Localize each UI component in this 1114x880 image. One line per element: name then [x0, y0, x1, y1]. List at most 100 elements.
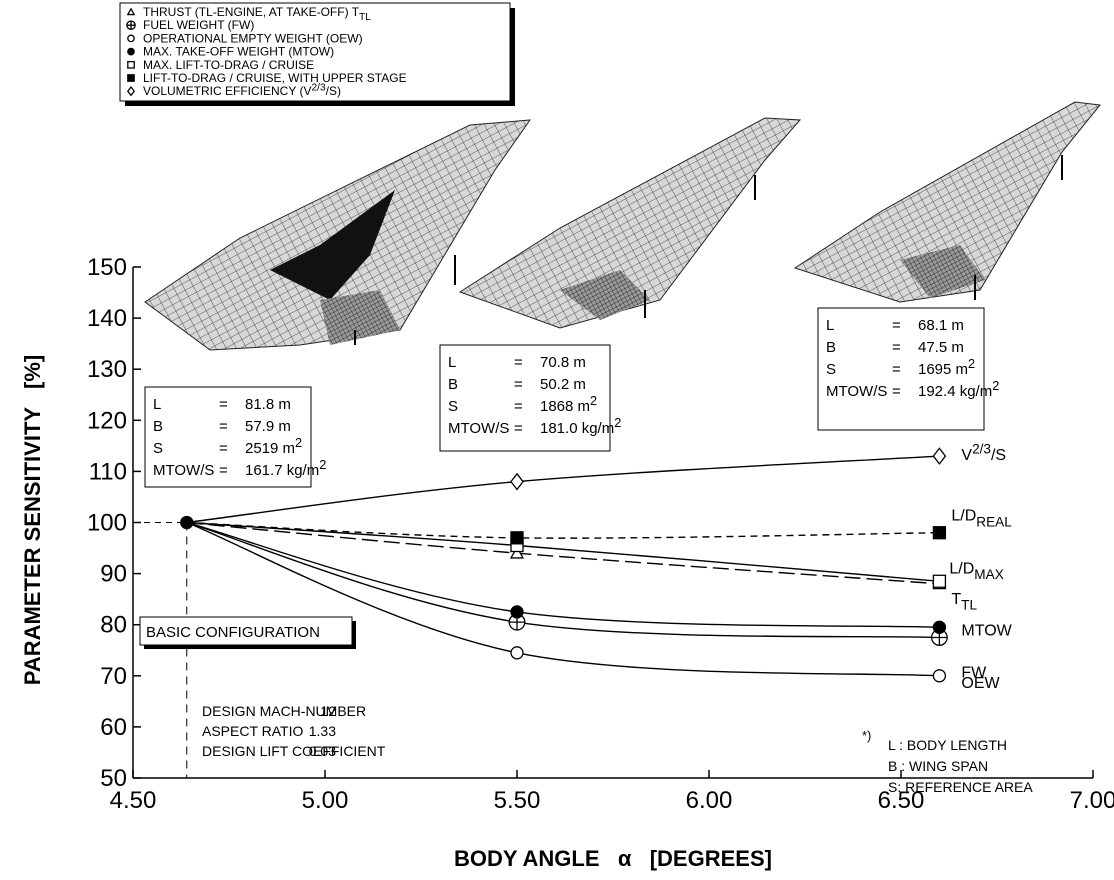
text-part: 181.0 kg/m	[540, 420, 614, 437]
x-tick-label: 4.50	[110, 787, 157, 814]
marker	[933, 621, 945, 633]
footnote-line: S: REFERENCE AREA	[888, 779, 1033, 795]
config-eq: =	[892, 383, 901, 400]
marker	[511, 532, 523, 544]
text-part: L/D	[949, 560, 974, 577]
legend-label: OPERATIONAL EMPTY WEIGHT (OEW)	[143, 31, 363, 45]
marker	[933, 670, 945, 682]
text-part: 70.8 m	[540, 354, 586, 371]
config-eq: =	[892, 361, 901, 378]
text-part: OEW	[961, 675, 1000, 692]
y-tick-label: 70	[100, 663, 127, 690]
series-end-label: V2/3​/S	[961, 442, 1006, 464]
basic-label: BASIC CONFIGURATION	[146, 624, 320, 641]
y-tick-label: 130	[87, 356, 127, 383]
superscript: 2	[968, 356, 975, 371]
config-key: MTOW/S	[153, 462, 214, 479]
config-key: L	[448, 354, 456, 371]
config-eq: =	[514, 354, 523, 371]
marker	[128, 35, 134, 41]
chart: PARAMETER SENSITIVITY [%] BODY ANGLE α […	[0, 0, 1114, 880]
text-part: MAX. TAKE-OFF WEIGHT (MTOW)	[143, 45, 334, 59]
text-part: 161.7 kg/m	[245, 462, 319, 479]
text-part: 47.5 m	[918, 339, 964, 356]
y-tick-label: 100	[87, 510, 127, 537]
x-tick-label: 6.00	[686, 787, 733, 814]
text-part: 192.4 kg/m	[918, 383, 992, 400]
design-param-value: 1.33	[309, 723, 336, 739]
marker	[511, 647, 523, 659]
superscript: 2	[295, 435, 302, 450]
text-part: MTOW	[961, 622, 1012, 639]
x-tick-label: 5.50	[494, 787, 541, 814]
superscript: 2	[614, 415, 621, 430]
design-param-name: ASPECT RATIO	[202, 723, 304, 739]
marker	[933, 448, 945, 464]
text-part: L/D	[951, 508, 976, 525]
x-tick-label: 7.00	[1070, 787, 1114, 814]
text-part: 1868 m	[540, 398, 590, 415]
config-eq: =	[219, 440, 228, 457]
y-tick-label: 120	[87, 407, 127, 434]
config-eq: =	[892, 339, 901, 356]
marker	[128, 75, 134, 81]
config-eq: =	[892, 317, 901, 334]
marker	[128, 48, 134, 54]
legend-label: VOLUMETRIC EFFICIENCY (V2/3​/S)	[143, 82, 341, 98]
marker	[511, 474, 523, 490]
config-value: 70.8 m	[540, 354, 586, 371]
config-eq: =	[219, 418, 228, 435]
config-eq: =	[219, 396, 228, 413]
text-part: THRUST (TL-ENGINE, AT TAKE-OFF) T	[143, 5, 360, 19]
y-tick-label: 80	[100, 612, 127, 639]
config-key: S	[826, 361, 836, 378]
config-key: S	[448, 398, 458, 415]
design-param-value: 12	[320, 703, 336, 719]
y-tick-label: 150	[87, 254, 127, 281]
series-end-label: OEW	[961, 675, 1000, 692]
legend-label: MAX. TAKE-OFF WEIGHT (MTOW)	[143, 45, 334, 59]
legend-label: MAX. LIFT-TO-DRAG / CRUISE	[143, 58, 314, 72]
x-tick-label: 5.00	[302, 787, 349, 814]
config-key: B	[153, 418, 163, 435]
marker	[128, 62, 134, 68]
marker	[933, 527, 945, 539]
series-end-label: TTL​	[951, 591, 977, 613]
config-key: MTOW/S	[826, 383, 887, 400]
superscript: 2/3	[972, 442, 991, 457]
config-value: 68.1 m	[918, 317, 964, 334]
text-part: T	[951, 591, 961, 608]
y-axis-title: PARAMETER SENSITIVITY [%]	[20, 355, 45, 685]
config-value: 57.9 m	[245, 418, 291, 435]
series-end-label: L/DMAX​	[949, 560, 1003, 582]
text-part: /S)	[326, 84, 341, 98]
legend-label: FUEL WEIGHT (FW)	[143, 18, 254, 32]
footnote-marker: *)	[862, 728, 871, 743]
config-eq: =	[219, 462, 228, 479]
config-key: B	[826, 339, 836, 356]
superscript: 2/3	[311, 82, 325, 93]
superscript: 2	[992, 378, 999, 393]
config-eq: =	[514, 420, 523, 437]
subscript: REAL	[976, 514, 1012, 529]
y-tick-label: 60	[100, 714, 127, 741]
text-part: V	[961, 447, 972, 464]
config-key: MTOW/S	[448, 420, 509, 437]
y-tick-label: 90	[100, 561, 127, 588]
series-line	[187, 523, 940, 582]
text-part: /S	[991, 447, 1006, 464]
text-part: VOLUMETRIC EFFICIENCY (V	[143, 84, 311, 98]
subscript: MAX	[974, 567, 1003, 582]
superscript: 2	[590, 393, 597, 408]
config-value: 50.2 m	[540, 376, 586, 393]
config-eq: =	[514, 398, 523, 415]
text-part: 68.1 m	[918, 317, 964, 334]
text-part: 50.2 m	[540, 376, 586, 393]
config-key: S	[153, 440, 163, 457]
config-value: 81.8 m	[245, 396, 291, 413]
footnote-line: B : WING SPAN	[888, 758, 988, 774]
y-tick-label: 110	[89, 458, 127, 485]
config-value: 47.5 m	[918, 339, 964, 356]
text-part: LIFT-TO-DRAG / CRUISE, WITH UPPER STAGE	[143, 71, 407, 85]
series-end-label: MTOW	[961, 622, 1012, 639]
